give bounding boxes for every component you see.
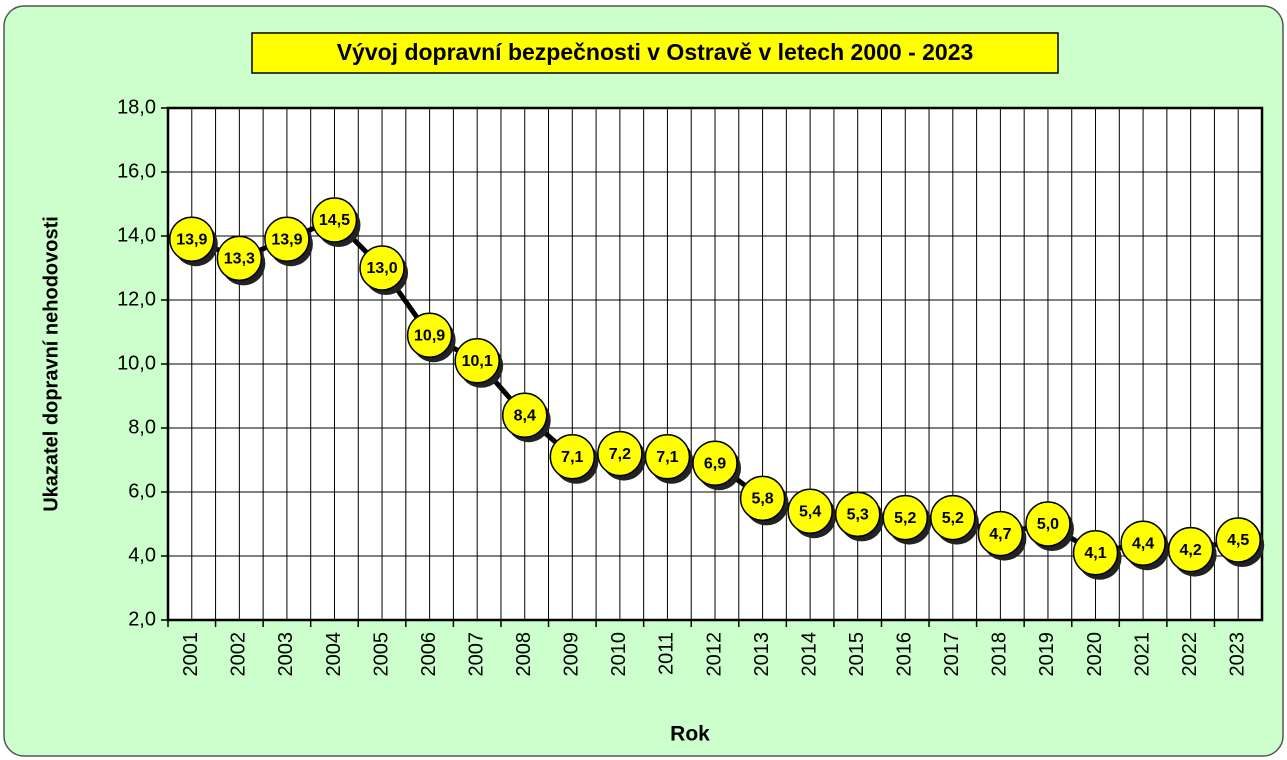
x-tick-label: 2023 (1226, 632, 1248, 677)
marker (834, 491, 881, 538)
y-axis-label: Ukazatel dopravní nehodovosti (40, 216, 62, 512)
y-tick-label: 18,0 (117, 96, 156, 118)
marker (549, 434, 596, 480)
marker (1120, 520, 1166, 566)
marker (501, 392, 548, 438)
marker (454, 338, 500, 384)
x-tick-label: 2007 (465, 632, 487, 677)
marker (169, 216, 215, 262)
y-tick-label: 4,0 (128, 544, 156, 566)
data-label: 4,2 (1180, 542, 1202, 559)
marker (930, 494, 976, 541)
marker (406, 312, 453, 358)
x-tick-label: 2005 (370, 632, 392, 677)
data-label: 6,9 (704, 455, 726, 472)
x-tick-label: 2017 (941, 632, 963, 677)
y-tick-label: 2,0 (128, 608, 156, 630)
x-tick-label: 2006 (418, 632, 440, 677)
data-label: 13,9 (176, 231, 207, 248)
chart-title: Vývoj dopravní bezpečnosti v Ostravě v l… (337, 39, 974, 65)
x-tick-label: 2008 (513, 632, 535, 677)
x-tick-label: 2016 (894, 632, 916, 677)
x-tick-label: 2009 (561, 632, 583, 677)
x-tick-label: 2020 (1084, 632, 1106, 677)
y-tick-label: 14,0 (117, 224, 156, 246)
data-label: 5,4 (799, 503, 821, 520)
data-label: 5,2 (942, 510, 964, 527)
y-tick-label: 8,0 (128, 416, 156, 438)
x-tick-label: 2021 (1131, 632, 1153, 677)
marker (1215, 517, 1261, 563)
y-tick-label: 12,0 (117, 288, 156, 310)
data-label: 13,9 (271, 231, 302, 248)
marker (311, 197, 358, 243)
x-tick-label: 2010 (608, 632, 630, 677)
data-label: 5,0 (1037, 516, 1059, 533)
data-label: 13,3 (224, 251, 255, 268)
marker (264, 216, 310, 262)
x-tick-label: 2018 (989, 632, 1011, 677)
data-label: 4,1 (1084, 545, 1106, 562)
plot-border (166, 106, 1264, 622)
data-label: 13,0 (366, 260, 397, 277)
x-tick-label: 2003 (275, 632, 297, 677)
x-tick-label: 2013 (751, 632, 773, 677)
data-label: 5,8 (751, 491, 773, 508)
marker (739, 475, 786, 522)
y-tick-label: 10,0 (117, 352, 156, 374)
x-tick-label: 2004 (323, 632, 345, 677)
x-axis-label: Rok (670, 723, 710, 746)
data-label: 14,5 (319, 212, 350, 229)
title-box (251, 32, 1059, 74)
x-tick-label: 2022 (1179, 632, 1201, 677)
data-label: 5,3 (847, 507, 869, 524)
data-label: 7,2 (609, 446, 631, 463)
data-label: 10,1 (462, 353, 493, 370)
x-tick-label: 2011 (656, 632, 678, 675)
x-tick-label: 2015 (846, 632, 868, 677)
marker (359, 245, 405, 291)
data-label: 8,4 (514, 407, 536, 424)
marker (882, 494, 929, 541)
data-label: 10,9 (414, 327, 445, 344)
marker (787, 488, 833, 534)
data-label: 4,5 (1227, 532, 1249, 549)
marker (1072, 530, 1119, 576)
data-label: 4,4 (1132, 535, 1154, 552)
data-label: 7,1 (561, 449, 583, 466)
data-label: 7,1 (656, 449, 678, 466)
marker (216, 235, 263, 282)
x-tick-label: 2014 (798, 632, 820, 677)
y-tick-label: 16,0 (117, 160, 156, 182)
x-tick-label: 2001 (180, 632, 202, 677)
data-label: 4,7 (989, 526, 1011, 543)
x-tick-label: 2019 (1036, 632, 1058, 677)
x-tick-label: 2002 (228, 632, 250, 677)
marker (1167, 526, 1214, 573)
marker (692, 440, 738, 486)
data-label: 5,2 (894, 510, 916, 527)
marker (1025, 501, 1071, 547)
marker (644, 434, 691, 480)
marker (597, 430, 643, 477)
y-tick-label: 6,0 (128, 480, 156, 502)
x-tick-label: 2012 (703, 632, 725, 677)
marker (977, 510, 1024, 557)
